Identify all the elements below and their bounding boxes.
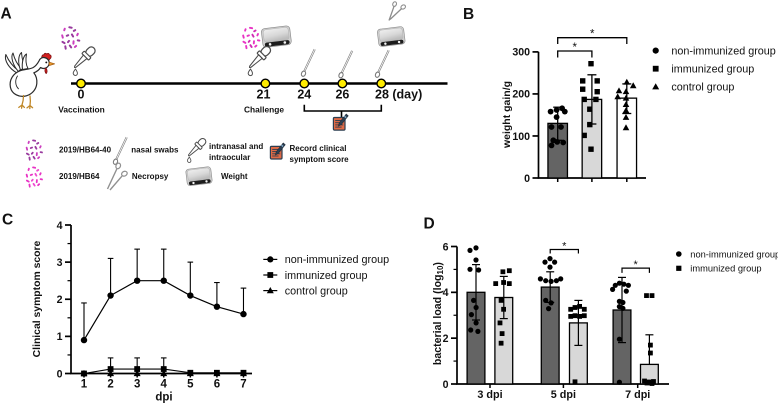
svg-text:26: 26 xyxy=(335,88,349,102)
svg-text:Vaccination: Vaccination xyxy=(58,105,105,115)
svg-text:21: 21 xyxy=(257,88,271,102)
svg-text:5 dpi: 5 dpi xyxy=(551,389,576,401)
svg-text:non-immunized group: non-immunized group xyxy=(671,45,775,57)
svg-text:100: 100 xyxy=(512,131,530,143)
svg-text:0: 0 xyxy=(524,173,530,185)
svg-text:7 dpi: 7 dpi xyxy=(625,389,650,401)
svg-text:4: 4 xyxy=(443,287,449,299)
svg-text:2019/HB64-40: 2019/HB64-40 xyxy=(59,145,112,154)
svg-text:Weight: Weight xyxy=(221,172,248,181)
svg-text:4: 4 xyxy=(161,379,168,391)
svg-text:24: 24 xyxy=(297,88,311,102)
svg-text:2019/HB64: 2019/HB64 xyxy=(59,172,100,181)
svg-text:3: 3 xyxy=(134,379,140,391)
svg-text:1: 1 xyxy=(57,331,63,343)
svg-text:200: 200 xyxy=(512,89,530,101)
svg-text:B: B xyxy=(463,6,474,23)
svg-text:0: 0 xyxy=(57,368,63,380)
svg-text:3: 3 xyxy=(57,257,63,269)
svg-text:non-immunized group: non-immunized group xyxy=(690,249,778,259)
svg-text:control group: control group xyxy=(285,285,348,297)
svg-text:*: * xyxy=(634,259,639,271)
svg-text:2: 2 xyxy=(57,294,63,306)
svg-text:300: 300 xyxy=(512,47,530,59)
svg-text:immunized group: immunized group xyxy=(690,264,761,274)
svg-text:0: 0 xyxy=(78,88,85,102)
svg-text:28 (day): 28 (day) xyxy=(375,88,422,102)
svg-text:0: 0 xyxy=(443,379,449,391)
svg-text:Clinical symptom score: Clinical symptom score xyxy=(32,240,43,357)
svg-text:4: 4 xyxy=(57,220,63,232)
svg-text:immunized group: immunized group xyxy=(671,64,754,76)
svg-text:non-immunized group: non-immunized group xyxy=(285,254,389,266)
svg-text:6: 6 xyxy=(443,241,449,253)
svg-text:dpi: dpi xyxy=(155,392,172,404)
svg-text:Record clinical: Record clinical xyxy=(290,144,347,153)
svg-text:immunized group: immunized group xyxy=(285,270,368,282)
svg-text:*: * xyxy=(590,29,595,41)
svg-text:D: D xyxy=(424,215,435,232)
svg-text:symptom score: symptom score xyxy=(290,155,350,164)
svg-text:2: 2 xyxy=(443,333,449,345)
svg-text:6: 6 xyxy=(214,379,220,391)
svg-text:C: C xyxy=(2,212,13,229)
svg-text:weight gain/g: weight gain/g xyxy=(501,81,513,149)
svg-text:5: 5 xyxy=(187,379,194,391)
svg-text:bacterial load (log10): bacterial load (log10) xyxy=(432,262,445,365)
svg-text:Challenge: Challenge xyxy=(244,105,284,115)
svg-text:7: 7 xyxy=(240,379,246,391)
svg-text:intranasal and: intranasal and xyxy=(209,142,263,151)
svg-text:nasal swabs: nasal swabs xyxy=(131,145,179,154)
svg-text:A: A xyxy=(1,6,12,23)
svg-text:*: * xyxy=(573,42,578,54)
svg-text:*: * xyxy=(562,241,567,253)
svg-text:3 dpi: 3 dpi xyxy=(477,389,502,401)
svg-text:control group: control group xyxy=(671,82,734,94)
svg-text:1: 1 xyxy=(81,379,88,391)
svg-text:2: 2 xyxy=(107,379,113,391)
svg-text:Necropsy: Necropsy xyxy=(132,172,169,181)
svg-text:intraocular: intraocular xyxy=(209,153,250,162)
